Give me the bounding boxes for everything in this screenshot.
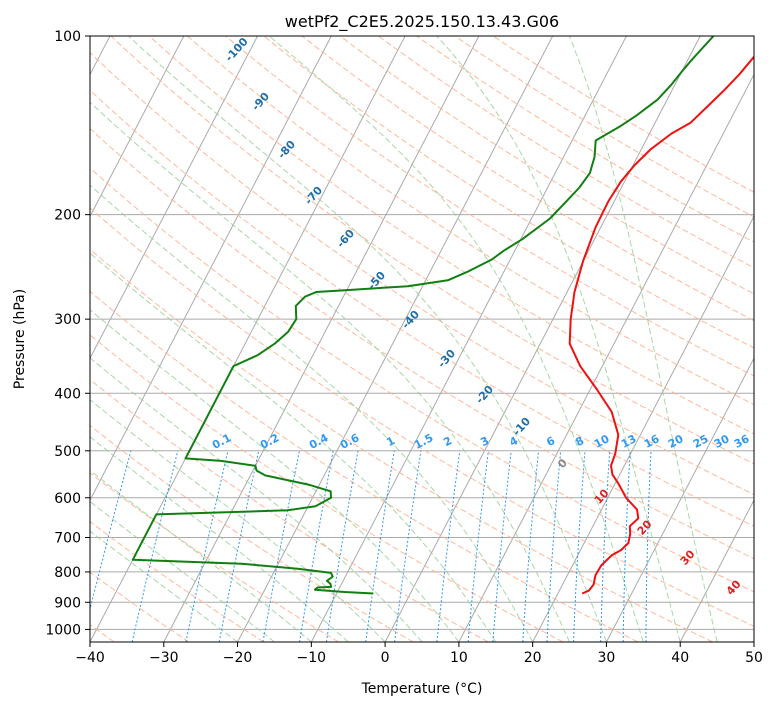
y-tick-label: 1000	[45, 622, 81, 638]
y-axis-label: Pressure (hPa)	[12, 289, 28, 389]
y-tick-label: 500	[54, 444, 81, 460]
y-tick-label: 300	[54, 312, 81, 328]
x-tick-label: −30	[149, 650, 179, 666]
mixing-ratio-label: 30	[712, 432, 732, 451]
mixing-ratio-line	[218, 450, 260, 642]
moist-adiabat-line	[90, 469, 312, 642]
mixing-ratio-line	[262, 450, 300, 642]
mixing-ratio-line	[90, 450, 132, 611]
mixing-ratio-line	[325, 450, 359, 642]
mixing-ratio-label: 20	[666, 432, 686, 451]
dry-adiabat-line	[225, 36, 754, 377]
y-axis: 100 200 300 400 500 600 700 800 900 1000	[45, 29, 90, 638]
moist-adiabat-line	[128, 36, 607, 642]
x-tick-label: 40	[671, 650, 689, 666]
dry-adiabat-line	[339, 36, 754, 295]
dry-adiabat-line	[416, 36, 754, 243]
x-tick-label: 20	[524, 650, 542, 666]
dry-adiabat-line	[90, 290, 639, 642]
isotherm-line	[532, 215, 754, 642]
mixing-ratio-line	[131, 450, 179, 642]
mixing-ratio-label: 16	[642, 432, 662, 451]
dry-adiabat-line	[110, 36, 754, 465]
isotherm-line	[237, 36, 554, 642]
y-tick-label: 400	[54, 386, 81, 402]
series-lines	[131, 36, 754, 595]
dry-adiabat-line	[90, 424, 414, 642]
dry-adiabat-line	[148, 36, 754, 435]
y-tick-label: 600	[54, 491, 81, 507]
mixing-ratio-line	[492, 450, 512, 642]
dry-adiabat-line	[90, 378, 489, 642]
dry-adiabat-line	[454, 36, 754, 218]
dry-adiabat-line	[90, 334, 564, 642]
dry-adiabat-line	[90, 207, 754, 627]
y-tick-label: 800	[54, 565, 81, 581]
x-tick-label: −20	[223, 650, 253, 666]
mixing-ratio-label: 13	[619, 432, 639, 451]
x-axis: −40 −30 −20 −10 0 10 20 30 40 50	[75, 642, 763, 666]
dry-adiabat-line	[263, 36, 754, 349]
isotherm-line	[163, 36, 480, 642]
mixing-ratio-line	[299, 450, 334, 642]
x-tick-label: 30	[598, 650, 616, 666]
mixing-ratio-label: 10	[592, 432, 612, 451]
plot-frame	[89, 35, 755, 643]
isotherm-line	[679, 499, 754, 642]
mixing-ratio-line	[394, 450, 422, 642]
dry-adiabat-line	[90, 248, 713, 642]
dry-adiabat-line	[90, 89, 754, 527]
dry-adiabat-line	[90, 167, 754, 593]
dry-adiabat-line	[492, 36, 754, 193]
isotherm-line	[458, 73, 754, 642]
isotherm-line	[90, 36, 332, 502]
isotherm-line	[90, 36, 185, 218]
mixing-ratio-line	[436, 450, 461, 642]
y-tick-label: 100	[54, 29, 81, 45]
moist-adiabat-line	[90, 101, 571, 642]
isotherm-line	[90, 36, 259, 360]
x-tick-label: 0	[381, 650, 390, 666]
mixing-ratio-line	[467, 450, 489, 642]
temperature-line	[568, 55, 754, 595]
dry-adiabat-line	[90, 127, 754, 560]
mixing-ratio-line	[185, 450, 229, 642]
y-tick-label: 200	[54, 208, 81, 224]
mixing-ratio-label: 25	[691, 432, 711, 451]
mixing-ratio-line	[365, 450, 395, 642]
moist-adiabat-line	[90, 184, 534, 642]
y-tick-label: 900	[54, 595, 81, 611]
moist-adiabat-line	[569, 36, 718, 642]
y-tick-label: 700	[54, 531, 81, 547]
x-tick-label: −40	[75, 650, 105, 666]
x-tick-label: −10	[297, 650, 327, 666]
x-axis-label: Temperature (°C)	[361, 681, 483, 697]
dry-adiabat-line	[90, 52, 754, 496]
isotherm-line	[606, 357, 754, 642]
dewpoint-line	[131, 36, 715, 595]
x-tick-label: 50	[745, 650, 763, 666]
dry-adiabat-line	[301, 36, 754, 322]
moist-adiabat-line	[90, 309, 460, 642]
moist-adiabat-line	[436, 36, 681, 642]
x-tick-label: 10	[450, 650, 468, 666]
moist-adiabat-line	[90, 500, 275, 642]
isotherm-line	[384, 36, 701, 642]
mixing-ratio-label: 36	[732, 432, 752, 451]
chart-title: wetPf2_C2E5.2025.150.13.43.G06	[285, 12, 559, 32]
